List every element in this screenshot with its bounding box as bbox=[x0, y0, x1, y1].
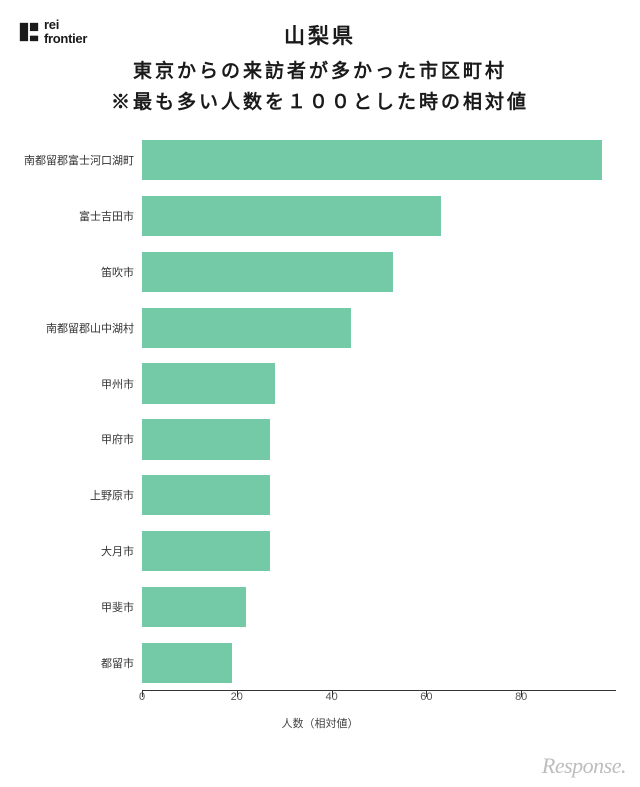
bar-label: 富士吉田市 bbox=[14, 208, 134, 224]
bar-label: 南都留郡富士河口湖町 bbox=[14, 152, 134, 168]
x-tick-mark bbox=[521, 691, 522, 697]
bar-row: 大月市 bbox=[142, 531, 616, 571]
bar-row: 甲州市 bbox=[142, 363, 616, 403]
bar-row: 南都留郡山中湖村 bbox=[142, 308, 616, 348]
chart-area: 南都留郡富士河口湖町富士吉田市笛吹市南都留郡山中湖村甲州市甲府市上野原市大月市甲… bbox=[18, 132, 622, 729]
bar-row: 上野原市 bbox=[142, 475, 616, 515]
bar-label: 都留市 bbox=[14, 655, 134, 671]
watermark: Response. bbox=[542, 753, 626, 779]
bar-label: 甲斐市 bbox=[14, 599, 134, 615]
bar-label: 上野原市 bbox=[14, 487, 134, 503]
x-axis-label: 人数（相対値） bbox=[282, 715, 359, 731]
bar bbox=[142, 587, 246, 627]
logo: rei frontier bbox=[18, 18, 87, 45]
x-tick-mark bbox=[332, 691, 333, 697]
title-line-2: 東京からの来訪者が多かった市区町村 bbox=[0, 56, 640, 83]
logo-mark-icon bbox=[18, 21, 40, 43]
bar bbox=[142, 308, 351, 348]
x-axis: 020406080 bbox=[142, 691, 616, 711]
x-tick-mark bbox=[142, 691, 143, 697]
x-tick-mark bbox=[426, 691, 427, 697]
bar-row: 南都留郡富士河口湖町 bbox=[142, 140, 616, 180]
bar-row: 甲府市 bbox=[142, 419, 616, 459]
bar-label: 笛吹市 bbox=[14, 264, 134, 280]
bar-label: 南都留郡山中湖村 bbox=[14, 320, 134, 336]
logo-text-line2: frontier bbox=[44, 32, 87, 46]
title-line-1: 山梨県 bbox=[0, 20, 640, 50]
x-tick-mark bbox=[237, 691, 238, 697]
logo-text: rei frontier bbox=[44, 18, 87, 45]
bar-row: 甲斐市 bbox=[142, 587, 616, 627]
bar bbox=[142, 531, 270, 571]
title-line-3: ※最も多い人数を１００とした時の相対値 bbox=[0, 87, 640, 114]
bar bbox=[142, 475, 270, 515]
bar-label: 甲府市 bbox=[14, 431, 134, 447]
bar bbox=[142, 252, 393, 292]
bar-row: 都留市 bbox=[142, 643, 616, 683]
logo-text-line1: rei bbox=[44, 18, 87, 32]
bar bbox=[142, 643, 232, 683]
bar-row: 笛吹市 bbox=[142, 252, 616, 292]
bar bbox=[142, 140, 602, 180]
bar-row: 富士吉田市 bbox=[142, 196, 616, 236]
bar bbox=[142, 363, 275, 403]
bar-label: 大月市 bbox=[14, 543, 134, 559]
bar bbox=[142, 196, 441, 236]
bar bbox=[142, 419, 270, 459]
bar-label: 甲州市 bbox=[14, 376, 134, 392]
chart-title: 山梨県 東京からの来訪者が多かった市区町村 ※最も多い人数を１００とした時の相対… bbox=[0, 0, 640, 114]
chart-plot: 南都留郡富士河口湖町富士吉田市笛吹市南都留郡山中湖村甲州市甲府市上野原市大月市甲… bbox=[142, 132, 616, 691]
